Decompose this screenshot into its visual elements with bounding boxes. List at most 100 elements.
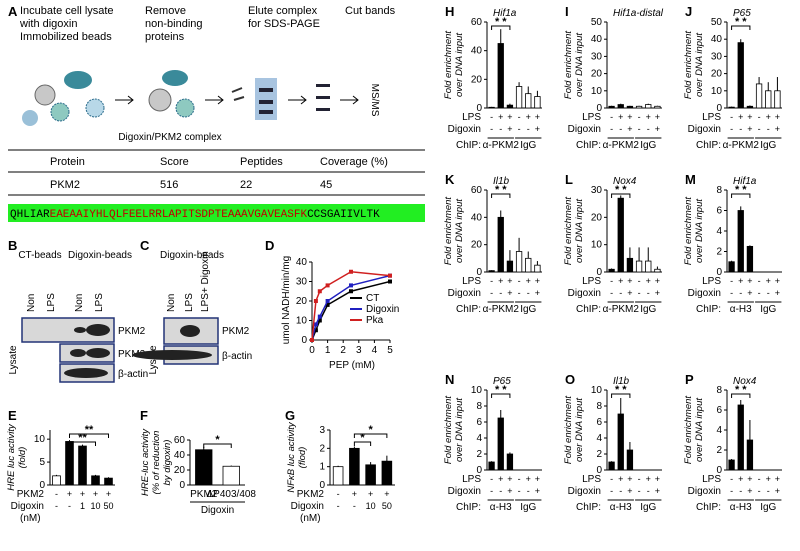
sequence-segment: LAPITSDPTEAAAVGAVEASFK bbox=[162, 209, 308, 221]
significance: * bbox=[215, 434, 220, 446]
y-tick-label: 0 bbox=[716, 465, 722, 476]
factor-mark: - bbox=[739, 124, 742, 134]
table-header: Score bbox=[160, 156, 189, 168]
point bbox=[310, 338, 314, 342]
factor-label: LPS bbox=[702, 276, 721, 287]
factor-mark: - bbox=[647, 124, 650, 134]
factor-mark: + bbox=[535, 276, 540, 286]
factor-label: Digoxin bbox=[11, 501, 44, 512]
y-tick-label: 1 bbox=[319, 462, 325, 473]
factor-mark: - bbox=[647, 288, 650, 298]
point bbox=[313, 322, 318, 327]
chip-label: α-PKM2 bbox=[483, 140, 520, 151]
table-cell: 22 bbox=[240, 179, 252, 191]
table-header: Peptides bbox=[240, 156, 283, 168]
factor-mark: + bbox=[655, 474, 660, 484]
y-axis-label: HRE-luc activity bbox=[140, 428, 151, 496]
factor-mark: - bbox=[758, 276, 761, 286]
significance-bracket bbox=[731, 25, 751, 30]
factor-mark: + bbox=[507, 474, 512, 484]
chart-title: Hif1a bbox=[493, 8, 517, 19]
y-tick-label: 30 bbox=[591, 185, 603, 196]
bar bbox=[617, 197, 624, 273]
factor-mark: - bbox=[490, 276, 493, 286]
factor-mark: + bbox=[535, 486, 540, 496]
legend-label: Pka bbox=[366, 315, 384, 326]
significance-bracket bbox=[69, 433, 109, 438]
bar bbox=[737, 404, 744, 471]
factor-mark: - bbox=[610, 124, 613, 134]
sequence-segment: EAEAAIYHLQLFEELRR bbox=[50, 209, 163, 221]
series-line bbox=[311, 270, 391, 341]
y-axis-label: Fold enrichment bbox=[683, 197, 694, 265]
chip-label: α-PKM2 bbox=[723, 140, 760, 151]
factor-mark: - bbox=[490, 486, 493, 496]
factor-mark: - bbox=[739, 486, 742, 496]
factor-label: LPS bbox=[462, 276, 481, 287]
significance: * * bbox=[735, 16, 747, 28]
significance-bracket bbox=[69, 441, 96, 446]
x-tick-label: 5 bbox=[387, 345, 393, 356]
significance: * * bbox=[495, 16, 507, 28]
chart-title: Nox4 bbox=[613, 176, 637, 187]
y-tick-label: 0 bbox=[716, 103, 722, 114]
factor-mark: 1 bbox=[80, 501, 85, 511]
y-axis-label: by digoxin) bbox=[162, 440, 173, 486]
bar bbox=[515, 251, 523, 273]
chart-title: Nox4 bbox=[733, 376, 757, 387]
chip-label: IgG bbox=[760, 140, 776, 151]
y-tick-label: 2 bbox=[476, 449, 482, 460]
factor-mark: - bbox=[55, 489, 58, 499]
x-tick-label: 3 bbox=[356, 345, 362, 356]
point bbox=[325, 302, 330, 307]
factor-mark: - bbox=[610, 486, 613, 496]
chip-label: α-PKM2 bbox=[603, 304, 640, 315]
factor-label: LPS bbox=[582, 474, 601, 485]
factor-mark: - bbox=[619, 288, 622, 298]
significance-bracket bbox=[353, 441, 372, 446]
axis bbox=[606, 390, 662, 471]
bar bbox=[488, 270, 495, 273]
factor-mark: + bbox=[498, 112, 503, 122]
factor-mark: + bbox=[535, 112, 540, 122]
step-text: Cut bands bbox=[345, 5, 396, 17]
bar bbox=[774, 90, 781, 109]
factor-mark: + bbox=[747, 288, 752, 298]
side-label: Lysate bbox=[148, 345, 159, 375]
y-axis-label: (fold) bbox=[17, 447, 28, 469]
factor-mark: - bbox=[730, 288, 733, 298]
factor-mark: - bbox=[55, 501, 58, 511]
factor-mark: + bbox=[627, 112, 632, 122]
factor-mark: - bbox=[767, 124, 770, 134]
blot-group: CT-beads bbox=[18, 250, 61, 261]
factor-mark: + bbox=[627, 474, 632, 484]
y-tick-label: 8 bbox=[716, 385, 722, 396]
y-tick-label: 4 bbox=[476, 433, 482, 444]
lane-label: Non bbox=[74, 294, 85, 312]
step-text: proteins bbox=[145, 31, 185, 43]
significance: * * bbox=[615, 384, 627, 396]
y-tick-label: 2 bbox=[319, 443, 325, 454]
factor-mark: + bbox=[655, 124, 660, 134]
y-axis-label: Fold enrichment bbox=[563, 197, 574, 265]
factor-mark: - bbox=[758, 486, 761, 496]
factor-mark: - bbox=[490, 112, 493, 122]
blot-panel bbox=[163, 317, 219, 345]
bar bbox=[488, 106, 495, 109]
factor-mark: + bbox=[775, 124, 780, 134]
factor-mark: + bbox=[655, 112, 660, 122]
bar bbox=[728, 459, 735, 471]
factor-mark: + bbox=[384, 489, 389, 499]
y-tick-label: 6 bbox=[716, 405, 722, 416]
point bbox=[349, 269, 353, 274]
y-axis-label: over DNA input bbox=[694, 199, 705, 263]
factor-mark: + bbox=[618, 276, 623, 286]
bar bbox=[626, 257, 634, 273]
y-tick-label: 20 bbox=[174, 465, 186, 476]
chart-title: P65 bbox=[733, 8, 751, 19]
point bbox=[388, 273, 392, 278]
factor-mark: 50 bbox=[382, 501, 392, 511]
lane-label: LPS bbox=[46, 293, 57, 312]
chip-label: ChIP: bbox=[576, 304, 601, 315]
